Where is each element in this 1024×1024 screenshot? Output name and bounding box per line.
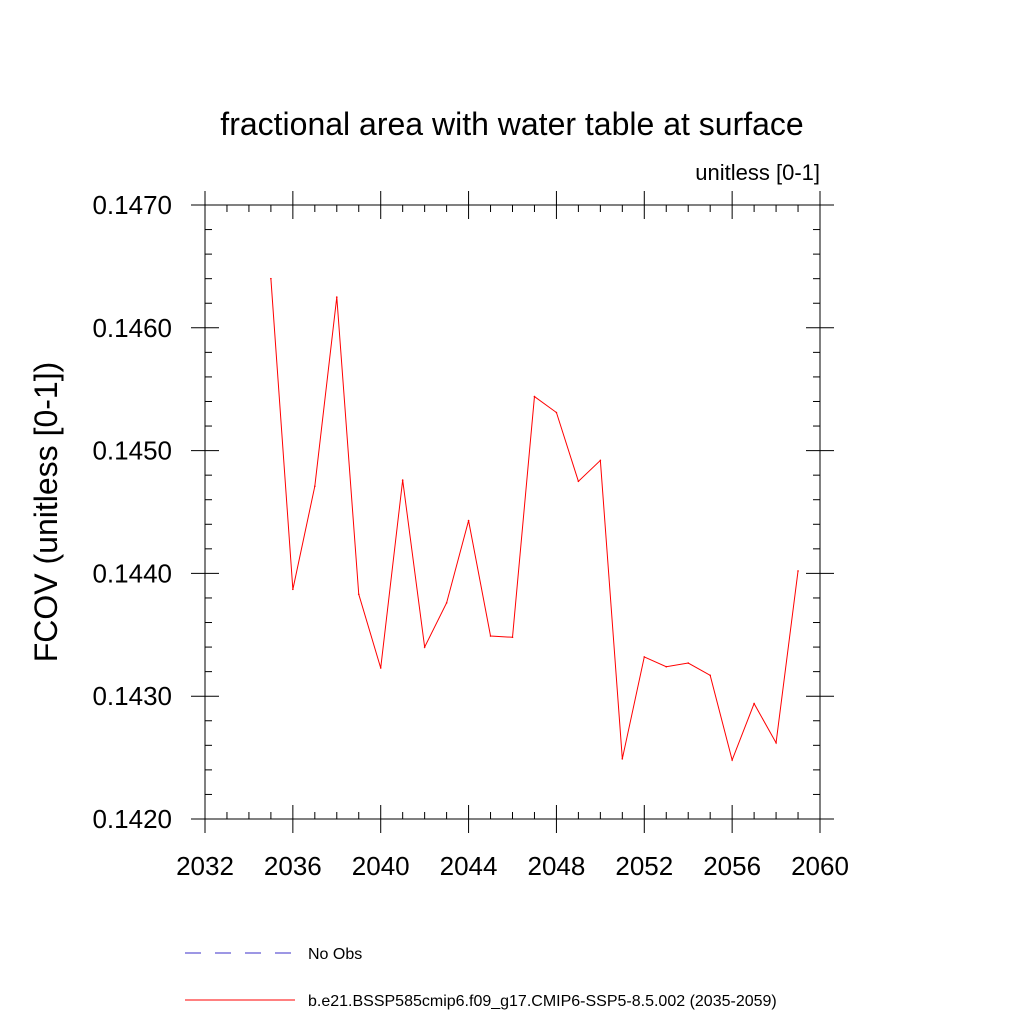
data-point [599, 459, 602, 462]
y-tick-label: 0.1440 [92, 558, 172, 588]
data-point [555, 411, 558, 414]
chart-title: fractional area with water table at surf… [220, 106, 803, 142]
data-point [511, 636, 514, 639]
series-layer [270, 277, 799, 762]
data-point [467, 519, 470, 522]
data-point [731, 759, 733, 761]
x-tick-label: 2052 [615, 851, 673, 881]
x-tick-labels: 2032 2036 2040 2044 2048 2052 2056 2060 [176, 851, 849, 881]
data-point [335, 296, 338, 298]
data-point [577, 480, 580, 483]
y-tick-label: 0.1470 [92, 190, 172, 220]
x-tick-label: 2040 [352, 851, 410, 881]
data-point [797, 570, 799, 572]
data-point [379, 667, 382, 669]
x-tick-label: 2032 [176, 851, 234, 881]
x-tick-label: 2056 [703, 851, 761, 881]
y-tick-labels: 0.1420 0.1430 0.1440 0.1450 0.1460 0.1470 [92, 190, 172, 834]
legend-label-0: No Obs [308, 946, 362, 963]
data-point [687, 662, 690, 664]
data-point [292, 588, 294, 591]
data-point [643, 656, 646, 658]
data-point [445, 602, 448, 604]
x-tick-label: 2060 [791, 851, 849, 881]
y-tick-label: 0.1460 [92, 313, 172, 343]
data-point [270, 277, 272, 280]
series-line-0 [270, 278, 799, 762]
data-point [753, 702, 755, 705]
data-point [775, 742, 777, 744]
y-tick-label: 0.1430 [92, 681, 172, 711]
data-point [423, 646, 426, 648]
minor-ticks [205, 205, 820, 819]
data-point [357, 593, 360, 596]
x-tick-label: 2044 [440, 851, 498, 881]
y-tick-label: 0.1420 [92, 804, 172, 834]
y-tick-label: 0.1450 [92, 436, 172, 466]
data-point [489, 635, 492, 637]
legend-label-1: b.e21.BSSP585cmip6.f09_g17.CMIP6-SSP5-8.… [308, 993, 777, 1010]
x-tick-label: 2048 [528, 851, 586, 881]
data-point [709, 674, 711, 677]
data-point [401, 479, 404, 481]
x-tick-label: 2036 [264, 851, 322, 881]
data-point [665, 665, 668, 668]
plot-frame [204, 204, 821, 820]
chart-subtitle: unitless [0-1] [695, 160, 820, 185]
data-point [314, 485, 316, 488]
legend: No Obs b.e21.BSSP585cmip6.f09_g17.CMIP6-S… [185, 946, 777, 1010]
data-point [621, 758, 624, 760]
data-point [533, 395, 536, 398]
y-axis-label: FCOV (unitless [0-1]) [28, 362, 64, 663]
